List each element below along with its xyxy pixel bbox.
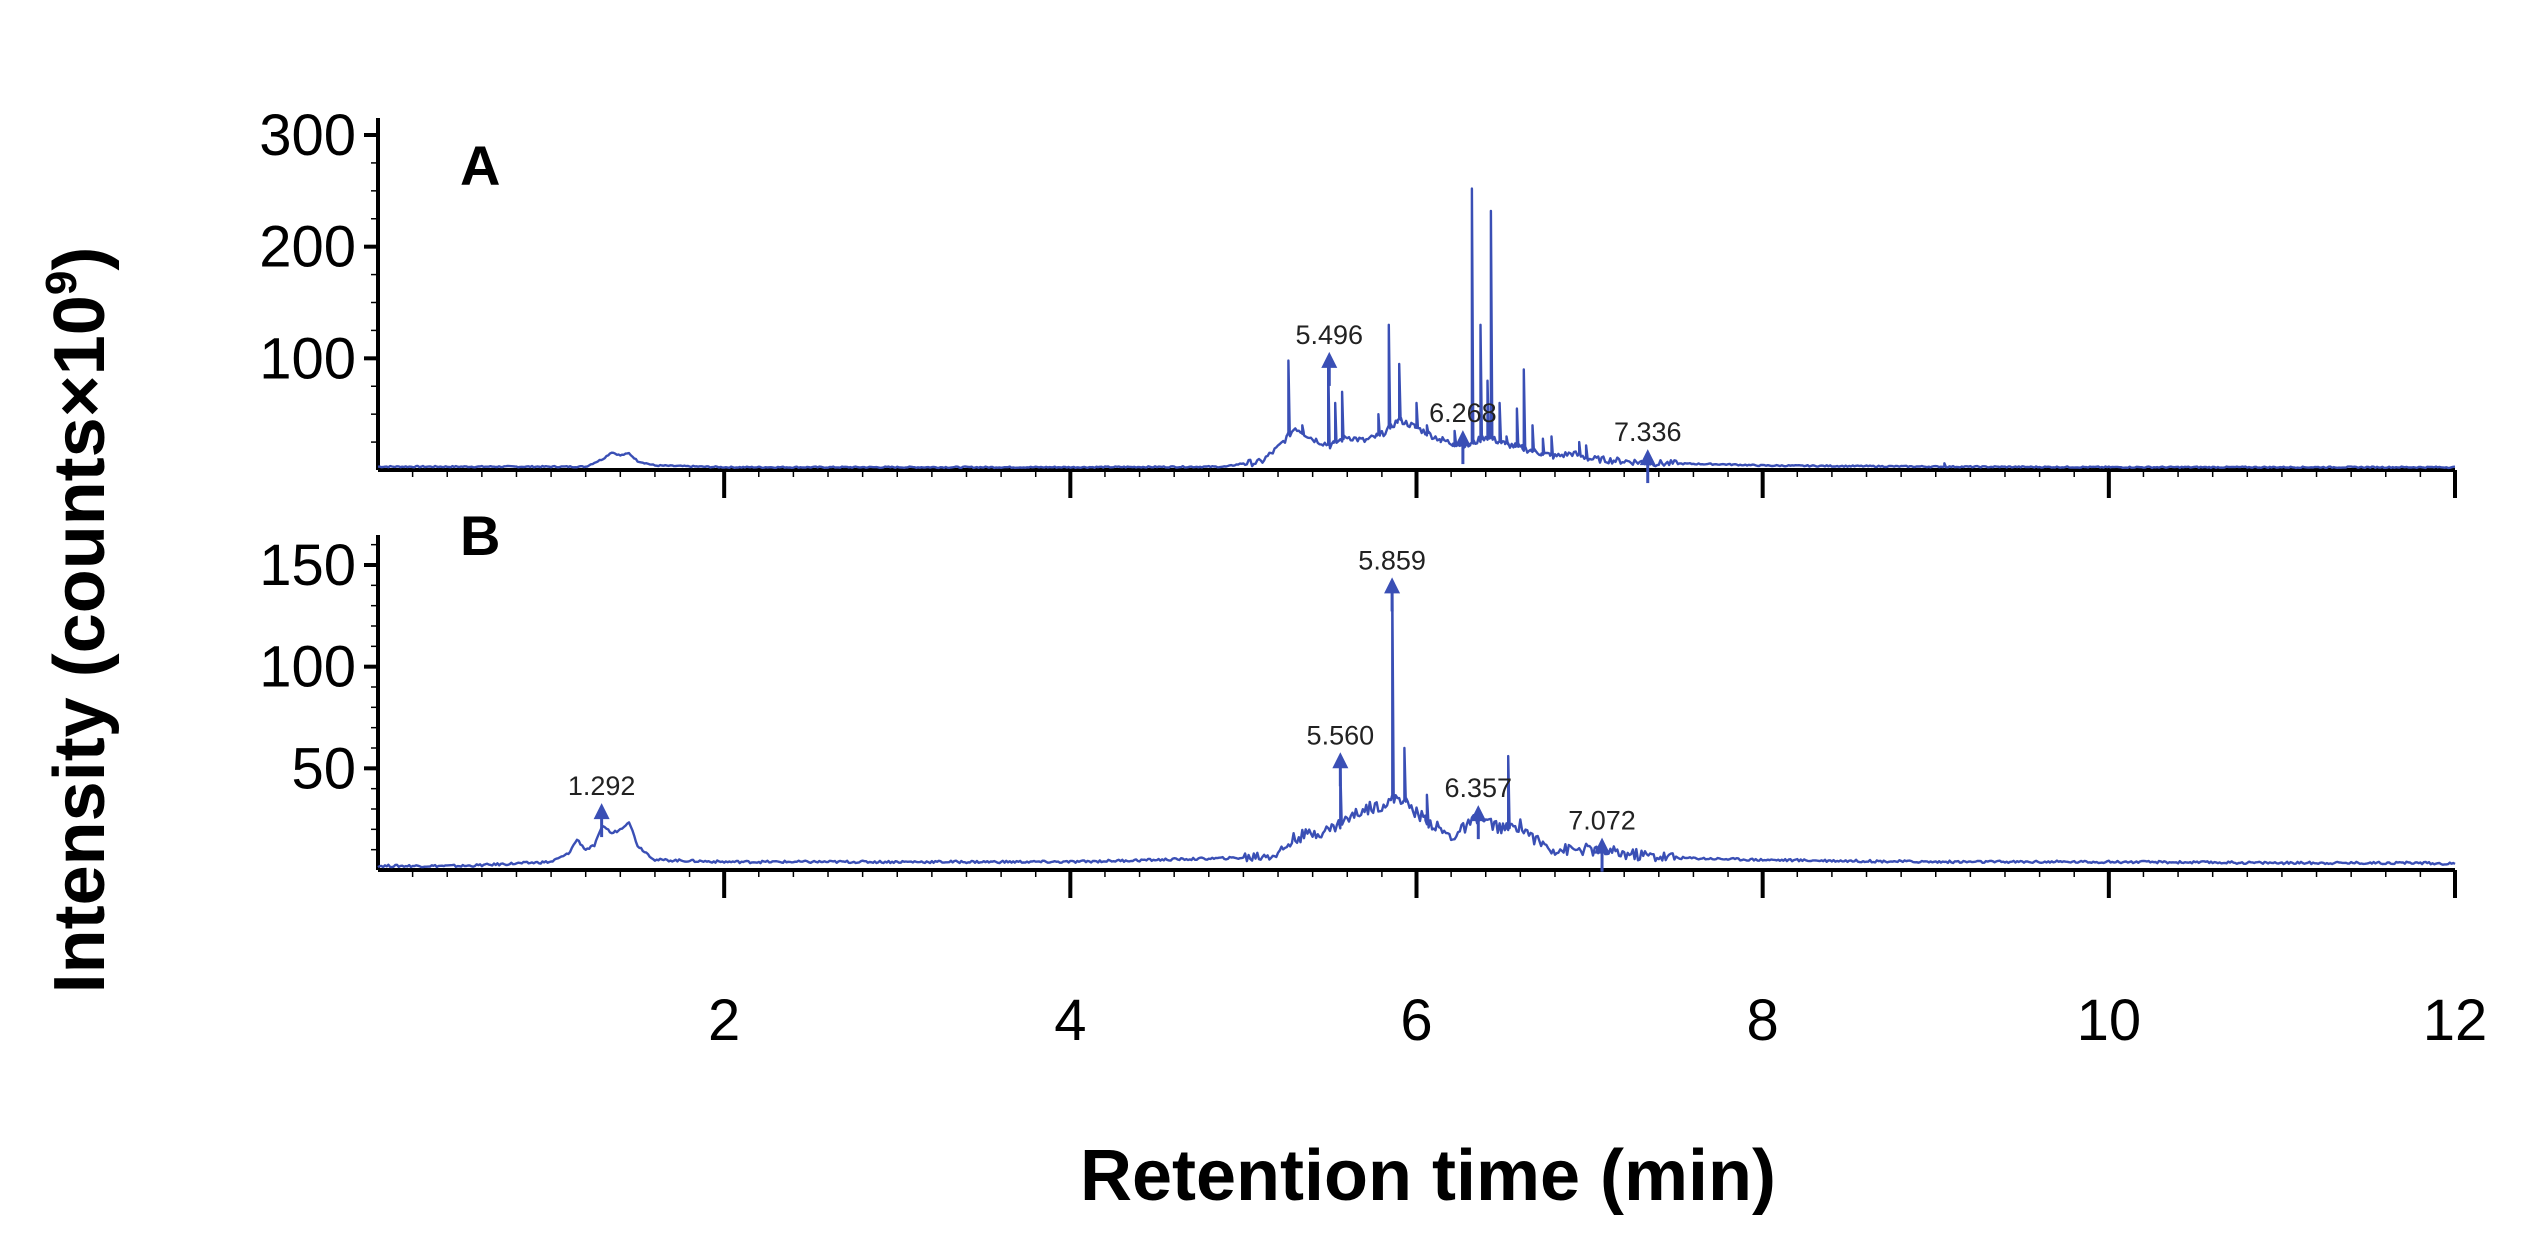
peak-marker-arrow: [1639, 449, 1656, 466]
chromatogram-trace: [377, 187, 2456, 470]
chromatogram-trace: [377, 588, 2456, 869]
peak-label: 5.560: [1307, 720, 1375, 750]
panel-a: A 100 200 300 5.496 6.268 7.336: [259, 103, 2457, 498]
peak-marker-arrow: [1332, 752, 1349, 769]
x-tick-label: 2: [708, 988, 740, 1053]
y-axis-title-close: ): [40, 247, 120, 271]
peak-label: 7.072: [1568, 806, 1636, 836]
y-tick-label: 150: [259, 533, 356, 598]
panel-a-marks: 100 200 300 5.496 6.268 7.336: [259, 103, 2457, 498]
peak-label: 5.496: [1295, 320, 1363, 350]
x-tick-label: 12: [2423, 988, 2488, 1053]
peak-label: 6.268: [1429, 398, 1497, 428]
x-tick-label: 8: [1747, 988, 1779, 1053]
y-tick-label: 50: [291, 736, 356, 801]
x-axis-title: Retention time (min): [1080, 1136, 1776, 1216]
y-axis-title-symbol: ×10: [40, 295, 120, 417]
peak-marker-arrow: [1594, 837, 1611, 854]
peak-marker-arrow: [1470, 805, 1487, 822]
peak-marker-arrow: [1321, 351, 1338, 368]
x-tick-label: 10: [2077, 988, 2142, 1053]
x-tick-labels: 2 4 6 8 10 12: [708, 988, 2487, 1053]
peak-label: 5.859: [1358, 545, 1426, 575]
panel-b-label: B: [460, 504, 500, 567]
peak-marker-arrow: [1384, 577, 1401, 594]
x-tick-label: 6: [1400, 988, 1432, 1053]
y-tick-label: 100: [259, 635, 356, 700]
panel-b-marks: 50 100 150 1.292 5.560 5.859 6.357 7.072: [259, 533, 2457, 898]
panel-b: B 50 100 150 1.292 5.560 5.859 6.357 7.072: [259, 504, 2457, 898]
x-tick-label: 4: [1054, 988, 1086, 1053]
y-tick-label: 100: [259, 326, 356, 391]
peak-label: 7.336: [1614, 417, 1682, 447]
y-axis-title: Intensity (counts×109): [37, 247, 120, 994]
panel-a-label: A: [460, 134, 500, 197]
peak-marker-arrow: [1454, 430, 1471, 447]
y-tick-label: 300: [259, 103, 356, 168]
peak-marker-arrow: [593, 803, 610, 820]
y-axis-title-text: Intensity (counts: [40, 417, 120, 993]
peak-label: 1.292: [568, 771, 636, 801]
y-tick-label: 200: [259, 215, 356, 280]
peak-label: 6.357: [1445, 773, 1513, 803]
y-axis-title-exponent: 9: [37, 271, 86, 295]
